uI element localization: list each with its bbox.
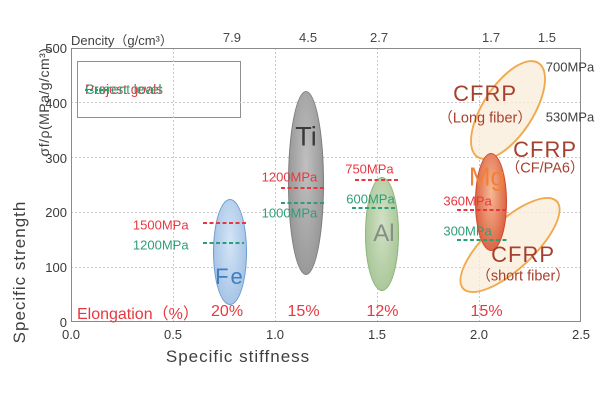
cfrp-sublabel-short-fiber: （short fiber） — [476, 268, 570, 285]
density-value-mg: 1.7 — [481, 30, 501, 45]
legend-label: Current level — [85, 82, 162, 97]
cfrp-label-cf-pa6: CFRP — [513, 136, 578, 162]
current-level-ti-label: 1000MPa — [261, 205, 318, 221]
plot-frame — [71, 48, 581, 322]
project-goal-al-label: 750MPa — [345, 161, 394, 177]
gridline-vertical — [274, 48, 276, 322]
project-goal-mg-label: 360MPa — [443, 193, 492, 209]
gridline-horizontal — [71, 157, 581, 159]
x-tick-label: 2.5 — [571, 327, 591, 342]
material-label-mg: Mg — [468, 161, 506, 192]
density-value-fe: 7.9 — [222, 30, 241, 45]
current-level-mg-label: 300MPa — [443, 223, 492, 239]
y-tick-label: 400 — [45, 95, 67, 111]
density-value-ti: 4.5 — [299, 30, 318, 45]
gridline-horizontal — [71, 266, 581, 268]
cfrp-label-long-fiber: CFRP — [453, 81, 518, 107]
material-label-al: Al — [373, 219, 395, 247]
y-tick-label: 100 — [45, 260, 67, 276]
current-level-al-label: 600MPa — [346, 191, 395, 207]
ellipse-al — [365, 176, 400, 291]
project-goal-mg-line — [456, 209, 508, 212]
current-level-mg-line — [456, 238, 508, 241]
current-level-fe-line — [202, 242, 244, 245]
strength-label-530mpa: 530MPa — [545, 109, 595, 125]
legend: Projest goals Current level — [77, 61, 241, 118]
elongation-label: Elongation（%） — [76, 306, 199, 324]
material-label-fe: Fe — [215, 264, 245, 290]
x-tick-label: 1.5 — [367, 327, 387, 342]
y-tick-label: 200 — [45, 205, 67, 221]
current-level-fe-label: 1200MPa — [132, 237, 189, 253]
material-label-ti: Ti — [295, 121, 317, 152]
elongation-value-al: 12% — [366, 303, 399, 321]
y-tick-label: 300 — [45, 150, 67, 166]
gridline-vertical — [172, 48, 174, 322]
gridline-horizontal — [71, 102, 581, 104]
project-goal-ti-line — [280, 186, 324, 189]
density-value-al: 2.7 — [369, 30, 389, 45]
elongation-value-mg-cfrp: 15% — [470, 303, 503, 321]
project-goal-ti-label: 1200MPa — [261, 169, 318, 185]
ellipse-mg — [475, 152, 508, 251]
cfrp-sublabel-cf-pa6: （CF/PA6） — [505, 160, 585, 177]
x-tick-label: 0.5 — [163, 327, 183, 342]
ellipse-fe — [213, 198, 248, 305]
x-tick-label: 1.0 — [265, 327, 285, 342]
gridline-horizontal — [71, 211, 581, 213]
cfrp-sublabel-long-fiber: （Long fiber） — [438, 110, 532, 127]
cfrp-label-short-fiber: CFRP — [491, 242, 556, 268]
ellipse-ti — [288, 90, 324, 275]
project-goal-fe-line — [202, 221, 247, 224]
project-goal-fe-label: 1500MPa — [132, 217, 189, 233]
elongation-value-fe: 20% — [211, 303, 244, 321]
y-tick-label: 500 — [45, 41, 67, 56]
y-tick-label: 0 — [59, 315, 67, 330]
x-axis-label: Specific stiffness — [165, 347, 311, 366]
current-level-ti-line — [280, 202, 324, 205]
elongation-value-ti: 15% — [287, 303, 320, 321]
current-level-al-line — [351, 207, 397, 210]
density-value-cfrp: 1.5 — [537, 30, 556, 45]
top-axis-label: Dencity（g/cm³） — [71, 33, 173, 48]
x-tick-label: 2.0 — [469, 327, 489, 342]
green-dashed-line-icon — [85, 88, 109, 91]
project-goal-al-line — [354, 179, 401, 182]
x-tick-label: 0.0 — [61, 327, 81, 342]
strength-label-700mpa: 700MPa — [545, 59, 595, 75]
legend-label: Projest goals — [85, 82, 164, 97]
